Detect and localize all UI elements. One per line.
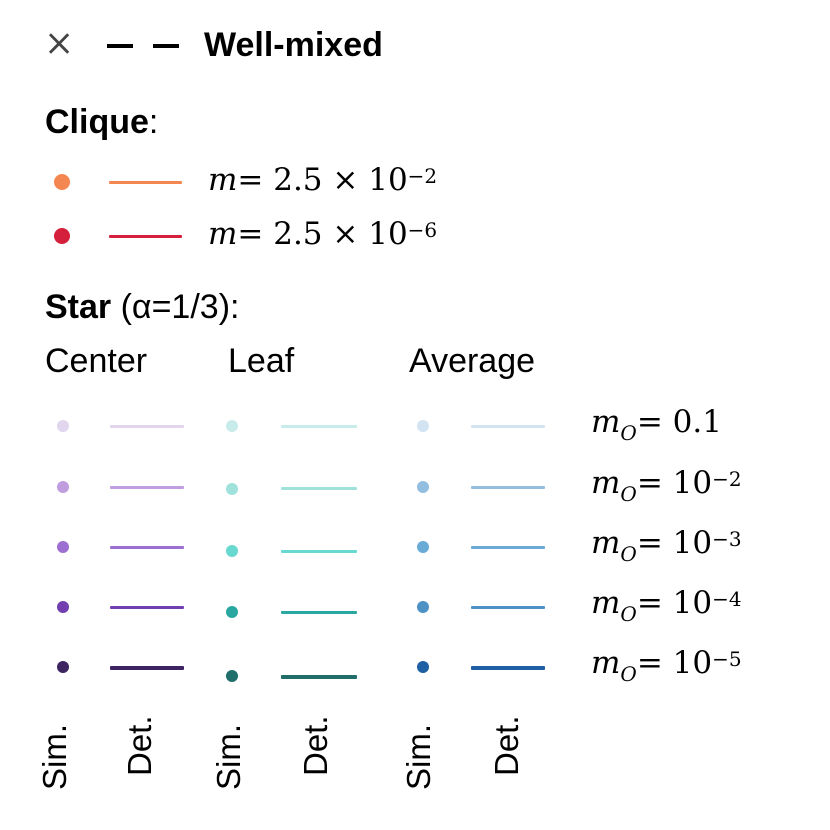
det-label-center: Det. (121, 715, 158, 776)
star-alpha: (α=1/3): (120, 288, 240, 326)
column-header-average: Average (409, 342, 536, 380)
star-mo-label: mO= 10−3 (591, 525, 742, 566)
star-average-det-line (471, 606, 545, 609)
star-mo-label: mO= 10−2 (591, 465, 742, 506)
star-leaf-sim-dot (226, 483, 238, 495)
cross-marker-icon: × (44, 23, 75, 64)
clique-heading: Clique: (45, 102, 158, 142)
sim-label-center: Sim. (36, 724, 73, 790)
sim-label-leaf: Sim. (210, 724, 247, 790)
well-mixed-label: Well-mixed (204, 26, 383, 64)
det-label-average: Det. (488, 715, 525, 776)
star-leaf-det-line (281, 550, 357, 553)
star-average-det-line (471, 425, 545, 428)
clique-title: Clique (45, 103, 149, 141)
star-average-sim-dot (417, 481, 429, 493)
star-leaf-det-line (281, 425, 357, 428)
star-center-sim-dot (57, 541, 69, 553)
star-center-det-line (110, 606, 184, 609)
star-average-sim-dot (417, 661, 429, 673)
star-mo-label: mO= 10−4 (591, 585, 742, 626)
star-mo-label: mO= 10−5 (591, 645, 742, 686)
column-header-leaf: Leaf (228, 342, 295, 380)
well-mixed-dash-2 (153, 44, 179, 48)
star-average-det-line (471, 666, 545, 670)
star-leaf-det-line (281, 487, 357, 490)
star-average-sim-dot (417, 541, 429, 553)
star-leaf-sim-dot (226, 545, 238, 557)
clique-m-label: m= 2.5 × 10−2 (208, 162, 438, 198)
star-center-det-line (110, 425, 184, 428)
clique-det-line (109, 181, 182, 184)
star-leaf-sim-dot (226, 670, 238, 682)
column-header-center: Center (45, 342, 148, 380)
star-average-sim-dot (417, 420, 429, 432)
star-center-det-line (110, 546, 184, 549)
star-average-det-line (471, 546, 545, 549)
clique-sim-dot (54, 174, 70, 190)
clique-m-label: m= 2.5 × 10−6 (208, 216, 438, 252)
star-center-sim-dot (57, 481, 69, 493)
clique-det-line (109, 235, 182, 238)
star-center-sim-dot (57, 601, 69, 613)
star-mo-label: mO= 0.1 (591, 404, 722, 445)
star-leaf-det-line (281, 675, 357, 679)
star-leaf-det-line (281, 611, 357, 614)
star-title: Star (45, 288, 112, 326)
star-average-sim-dot (417, 601, 429, 613)
star-leaf-sim-dot (226, 420, 238, 432)
star-center-sim-dot (57, 661, 69, 673)
sim-label-average: Sim. (400, 724, 437, 790)
star-heading: Star (α=1/3): (45, 287, 239, 327)
star-center-det-line (110, 666, 184, 670)
clique-sim-dot (54, 228, 70, 244)
star-center-det-line (110, 486, 184, 489)
det-label-leaf: Det. (297, 715, 334, 776)
clique-colon: : (148, 103, 159, 141)
star-leaf-sim-dot (226, 606, 238, 618)
star-center-sim-dot (57, 420, 69, 432)
well-mixed-dash-1 (107, 44, 133, 48)
star-average-det-line (471, 486, 545, 489)
